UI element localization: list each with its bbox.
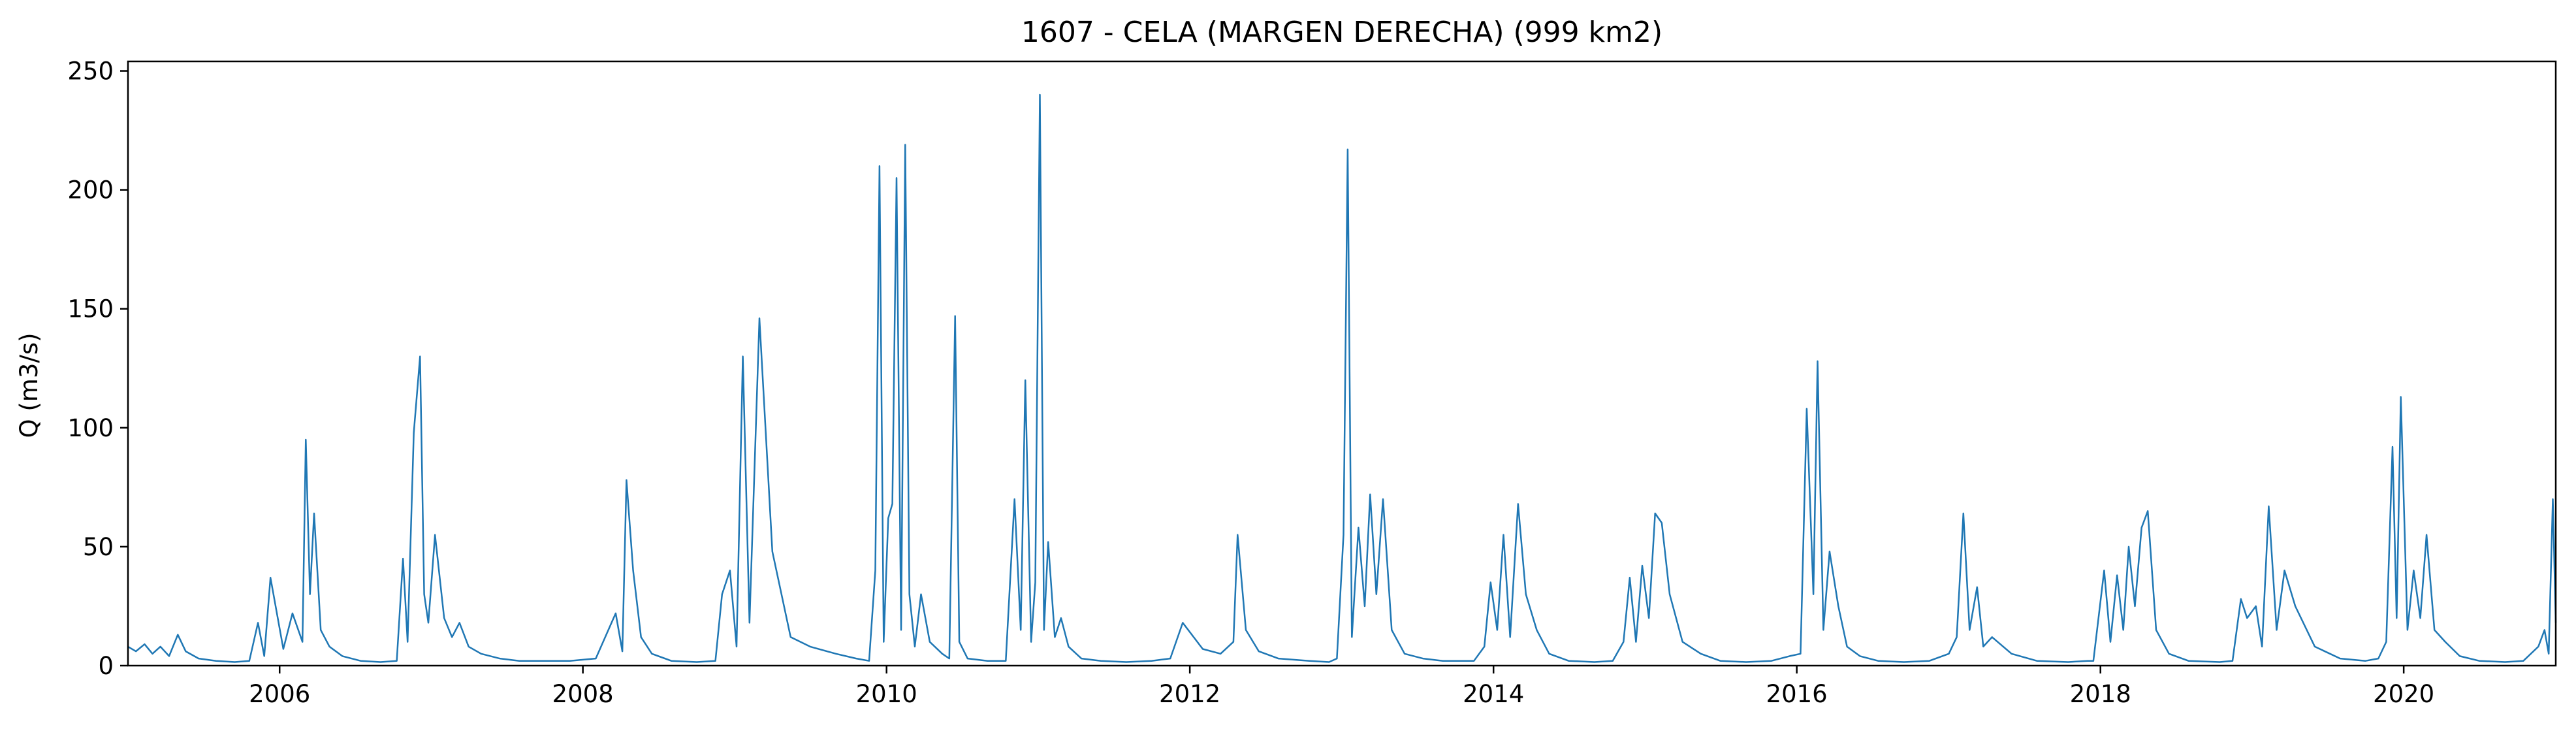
y-tick-label: 0: [98, 652, 114, 680]
y-axis-label: Q (m3/s): [15, 332, 43, 438]
x-tick-label: 2008: [552, 680, 614, 708]
x-tick-label: 2006: [249, 680, 310, 708]
y-tick-label: 250: [67, 57, 114, 86]
y-tick-label: 50: [83, 533, 114, 561]
x-tick-label: 2014: [1463, 680, 1524, 708]
x-tick-label: 2016: [1766, 680, 1828, 708]
chart-title: 1607 - CELA (MARGEN DERECHA) (999 km2): [1021, 16, 1662, 49]
y-tick-label: 100: [67, 414, 114, 442]
y-axis-ticks: 0 50 100 150 200 250: [67, 57, 128, 680]
y-tick-label: 150: [67, 295, 114, 323]
x-tick-label: 2018: [2070, 680, 2131, 708]
discharge-series-line: [127, 93, 2557, 663]
x-tick-label: 2010: [856, 680, 917, 708]
axes-frame: [127, 60, 2557, 667]
x-tick-label: 2012: [1159, 680, 1220, 708]
y-tick-label: 200: [67, 176, 114, 204]
x-tick-label: 2020: [2373, 680, 2434, 708]
x-axis-ticks: 2006 2008 2010 2012 2014 2016 2018 2020: [249, 666, 2434, 708]
plot-area: [127, 93, 2557, 663]
